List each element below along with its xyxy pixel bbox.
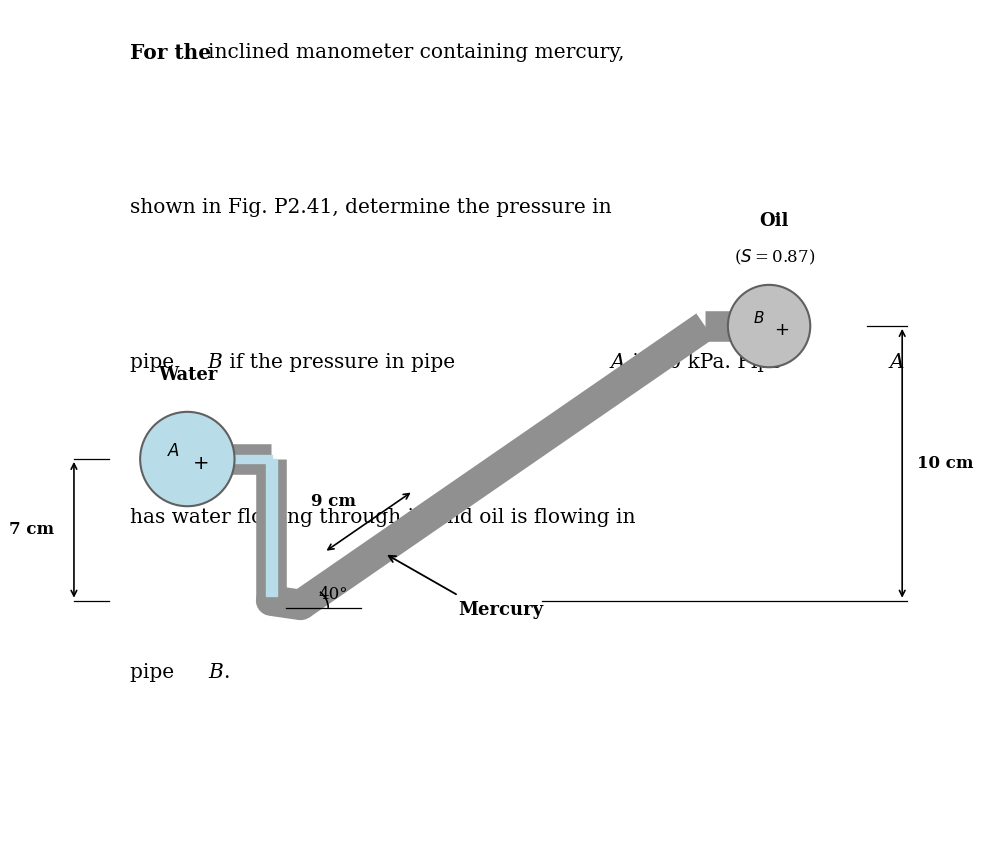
Text: 10 cm: 10 cm <box>917 455 974 472</box>
Text: shown in Fig. P2.41, determine the pressure in: shown in Fig. P2.41, determine the press… <box>130 198 611 217</box>
Text: inclined manometer containing mercury,: inclined manometer containing mercury, <box>208 43 624 62</box>
Text: 40°: 40° <box>318 586 348 603</box>
Text: B: B <box>207 353 222 372</box>
Text: For the: For the <box>130 43 218 63</box>
Text: Water: Water <box>158 366 217 384</box>
Text: A: A <box>889 353 904 372</box>
Text: A: A <box>610 353 625 372</box>
Text: +: + <box>774 321 789 339</box>
Text: Oil: Oil <box>759 212 789 230</box>
Text: has water flowing through it, and oil is flowing in: has water flowing through it, and oil is… <box>130 508 636 527</box>
Text: Mercury: Mercury <box>458 601 543 619</box>
Circle shape <box>140 412 235 506</box>
Text: 9 cm: 9 cm <box>312 492 356 510</box>
Circle shape <box>728 285 810 367</box>
Text: pipe: pipe <box>130 663 180 682</box>
Text: $A$: $A$ <box>167 444 179 461</box>
Text: $B$: $B$ <box>753 310 764 326</box>
Text: 7 cm: 7 cm <box>9 522 54 538</box>
Text: is 10 kPa. Pipe: is 10 kPa. Pipe <box>626 353 789 372</box>
Text: +: + <box>193 454 210 474</box>
Text: .: . <box>224 663 230 682</box>
Text: B: B <box>208 663 223 682</box>
Text: if the pressure in pipe: if the pressure in pipe <box>223 353 461 372</box>
Text: pipe: pipe <box>130 353 180 372</box>
Text: ($S$ = 0.87): ($S$ = 0.87) <box>734 248 814 267</box>
